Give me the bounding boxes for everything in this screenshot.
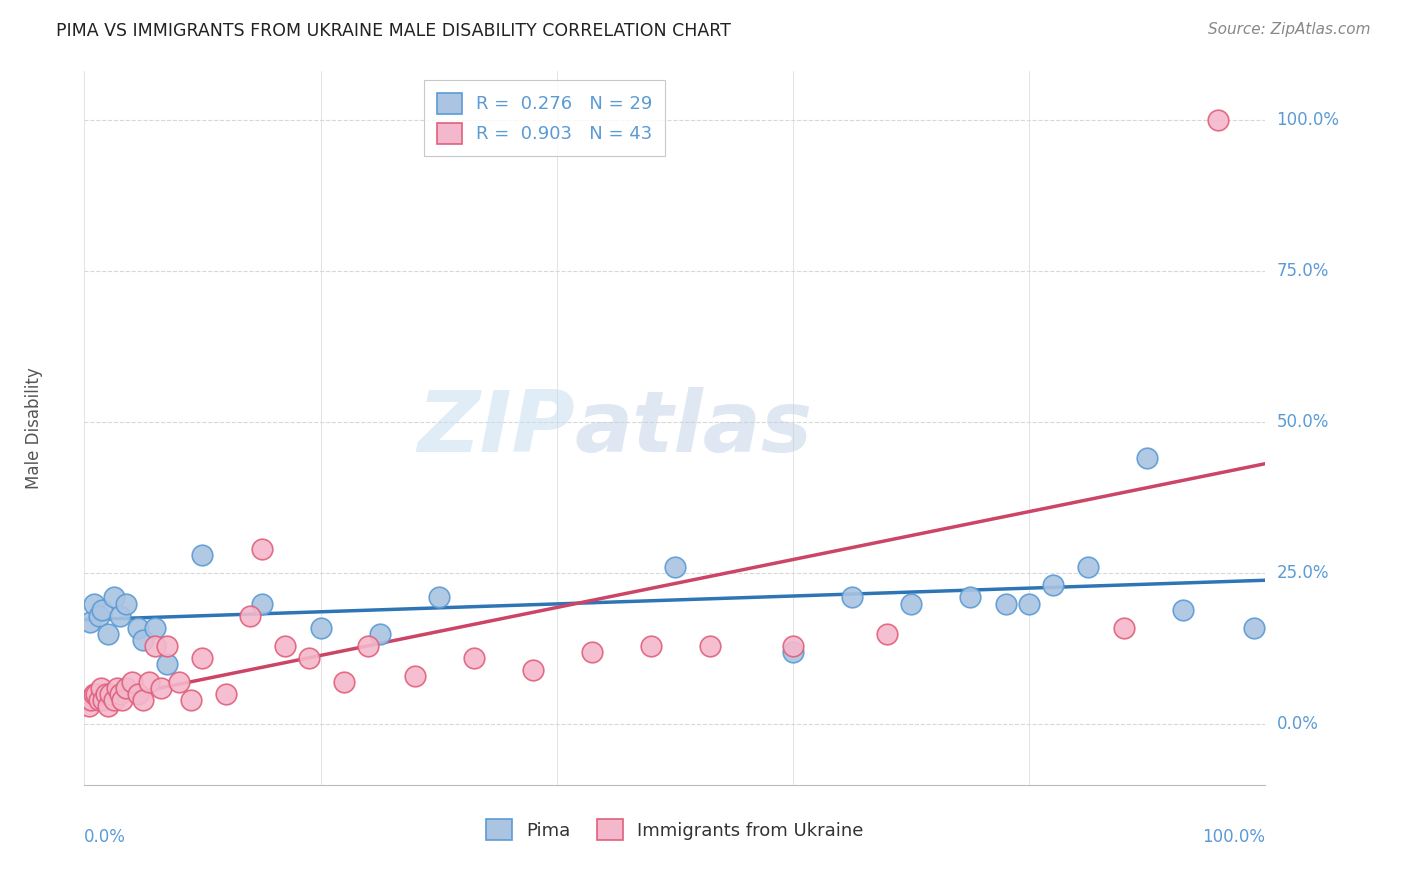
- Point: [180, 693, 202, 707]
- Point: [132, 632, 155, 647]
- Point: [127, 621, 149, 635]
- Text: PIMA VS IMMIGRANTS FROM UKRAINE MALE DISABILITY CORRELATION CHART: PIMA VS IMMIGRANTS FROM UKRAINE MALE DIS…: [56, 22, 731, 40]
- Point: [108, 687, 131, 701]
- Point: [309, 621, 332, 635]
- Point: [143, 621, 166, 635]
- Point: [150, 681, 173, 696]
- Text: atlas: atlas: [575, 386, 813, 470]
- Point: [699, 639, 721, 653]
- Text: 25.0%: 25.0%: [1277, 565, 1329, 582]
- Point: [191, 651, 214, 665]
- Point: [94, 687, 117, 701]
- Point: [581, 645, 603, 659]
- Point: [1243, 621, 1265, 635]
- Point: [427, 591, 450, 605]
- Point: [782, 645, 804, 659]
- Point: [98, 687, 121, 701]
- Text: Male Disability: Male Disability: [25, 368, 44, 489]
- Point: [1018, 597, 1040, 611]
- Point: [79, 615, 101, 629]
- Point: [114, 681, 136, 696]
- Point: [87, 608, 110, 623]
- Text: 0.0%: 0.0%: [1277, 715, 1319, 733]
- Point: [215, 687, 238, 701]
- Text: 100.0%: 100.0%: [1277, 111, 1340, 128]
- Point: [114, 597, 136, 611]
- Point: [138, 675, 160, 690]
- Point: [143, 639, 166, 653]
- Text: Source: ZipAtlas.com: Source: ZipAtlas.com: [1208, 22, 1371, 37]
- Point: [77, 693, 100, 707]
- Point: [191, 548, 214, 562]
- Point: [664, 560, 686, 574]
- Point: [103, 693, 125, 707]
- Point: [368, 627, 391, 641]
- Point: [1136, 451, 1159, 466]
- Text: 50.0%: 50.0%: [1277, 413, 1329, 431]
- Point: [121, 675, 143, 690]
- Point: [1112, 621, 1135, 635]
- Point: [876, 627, 898, 641]
- Point: [84, 687, 107, 701]
- Point: [132, 693, 155, 707]
- Point: [1206, 112, 1229, 127]
- Point: [91, 693, 114, 707]
- Text: 75.0%: 75.0%: [1277, 262, 1329, 280]
- Point: [108, 608, 131, 623]
- Point: [841, 591, 863, 605]
- Point: [900, 597, 922, 611]
- Point: [959, 591, 981, 605]
- Point: [522, 663, 544, 677]
- Point: [1171, 602, 1194, 616]
- Point: [83, 597, 105, 611]
- Point: [640, 639, 662, 653]
- Point: [463, 651, 485, 665]
- Point: [298, 651, 321, 665]
- Point: [156, 639, 179, 653]
- Point: [156, 657, 179, 671]
- Point: [83, 687, 105, 701]
- Point: [250, 542, 273, 557]
- Point: [107, 681, 129, 696]
- Point: [782, 639, 804, 653]
- Text: 100.0%: 100.0%: [1202, 828, 1265, 846]
- Point: [90, 681, 112, 696]
- Point: [103, 591, 125, 605]
- Text: ZIP: ZIP: [416, 386, 575, 470]
- Point: [97, 699, 120, 714]
- Point: [97, 627, 120, 641]
- Point: [239, 608, 262, 623]
- Point: [1077, 560, 1099, 574]
- Point: [77, 699, 100, 714]
- Point: [404, 669, 426, 683]
- Text: 0.0%: 0.0%: [84, 828, 127, 846]
- Point: [250, 597, 273, 611]
- Point: [80, 693, 103, 707]
- Point: [1042, 578, 1064, 592]
- Point: [91, 602, 114, 616]
- Legend: Pima, Immigrants from Ukraine: Pima, Immigrants from Ukraine: [479, 812, 870, 847]
- Point: [994, 597, 1017, 611]
- Point: [127, 687, 149, 701]
- Point: [357, 639, 380, 653]
- Point: [333, 675, 356, 690]
- Point: [167, 675, 190, 690]
- Point: [111, 693, 134, 707]
- Point: [274, 639, 297, 653]
- Point: [87, 693, 110, 707]
